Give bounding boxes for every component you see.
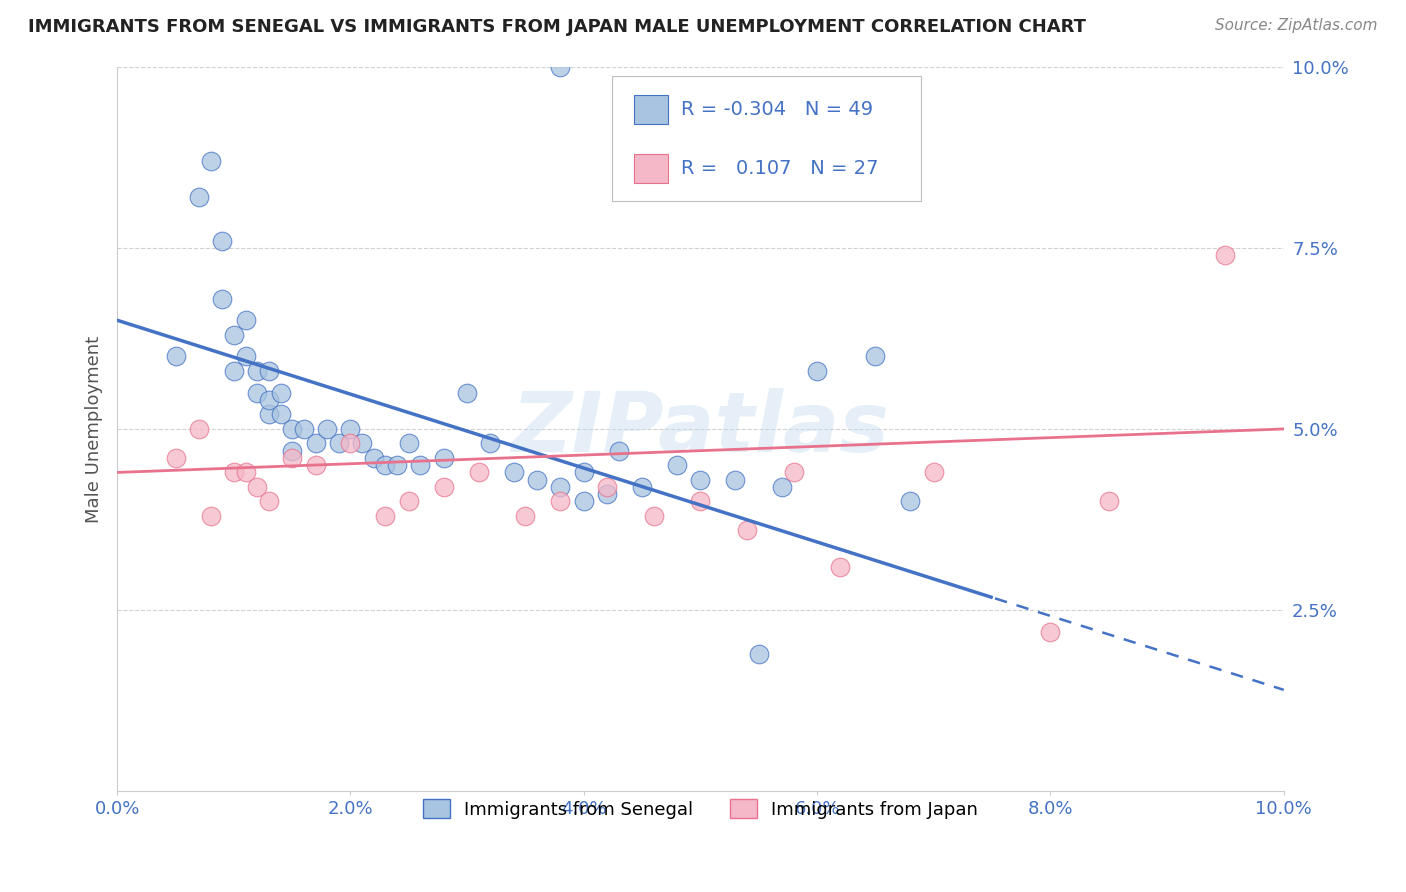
Point <box>456 385 478 400</box>
Point <box>724 473 747 487</box>
Point <box>328 436 350 450</box>
Point <box>235 466 257 480</box>
Point <box>165 350 187 364</box>
Point <box>550 60 572 74</box>
Point <box>735 524 758 538</box>
Point <box>409 458 432 473</box>
Point <box>502 466 524 480</box>
Text: IMMIGRANTS FROM SENEGAL VS IMMIGRANTS FROM JAPAN MALE UNEMPLOYMENT CORRELATION C: IMMIGRANTS FROM SENEGAL VS IMMIGRANTS FR… <box>28 18 1085 36</box>
Point <box>550 480 572 494</box>
Point <box>257 494 280 508</box>
Point <box>246 480 269 494</box>
Point <box>900 494 922 508</box>
Point <box>281 450 304 465</box>
Point <box>257 364 280 378</box>
Point <box>689 494 711 508</box>
Point <box>1098 494 1121 508</box>
Point <box>526 473 548 487</box>
Point <box>783 466 806 480</box>
Point <box>222 364 245 378</box>
Point <box>398 494 420 508</box>
Point <box>222 466 245 480</box>
Point <box>468 466 491 480</box>
Point <box>806 364 828 378</box>
Point <box>748 647 770 661</box>
Point <box>830 559 852 574</box>
Point <box>631 480 654 494</box>
Point <box>433 480 456 494</box>
Point <box>550 494 572 508</box>
Point <box>222 327 245 342</box>
Legend: Immigrants from Senegal, Immigrants from Japan: Immigrants from Senegal, Immigrants from… <box>416 792 986 826</box>
Point <box>398 436 420 450</box>
Point <box>666 458 689 473</box>
Point <box>572 466 595 480</box>
Point <box>922 466 945 480</box>
Point <box>187 190 209 204</box>
Point <box>385 458 408 473</box>
Point <box>257 392 280 407</box>
Point <box>246 385 269 400</box>
Point <box>281 443 304 458</box>
Point <box>211 234 233 248</box>
Point <box>281 422 304 436</box>
Point <box>187 422 209 436</box>
Point <box>865 350 887 364</box>
Point <box>596 480 619 494</box>
Point <box>770 480 793 494</box>
Point <box>1215 248 1237 262</box>
Point <box>246 364 269 378</box>
Point <box>433 450 456 465</box>
Point <box>479 436 502 450</box>
Point <box>200 508 222 523</box>
Point <box>374 458 396 473</box>
Point <box>352 436 374 450</box>
Point <box>292 422 315 436</box>
Text: ZIPatlas: ZIPatlas <box>512 388 890 469</box>
Point <box>1039 624 1062 639</box>
Point <box>596 487 619 501</box>
Point <box>165 450 187 465</box>
Text: Source: ZipAtlas.com: Source: ZipAtlas.com <box>1215 18 1378 33</box>
Point <box>363 450 385 465</box>
Text: R = -0.304   N = 49: R = -0.304 N = 49 <box>681 100 873 120</box>
Point <box>304 436 326 450</box>
Point <box>235 313 257 327</box>
Point <box>339 436 361 450</box>
Point <box>211 292 233 306</box>
Point <box>689 473 711 487</box>
Point <box>316 422 339 436</box>
Point <box>270 385 292 400</box>
Point <box>257 408 280 422</box>
Point <box>200 153 222 168</box>
Point <box>572 494 595 508</box>
Text: R =   0.107   N = 27: R = 0.107 N = 27 <box>681 159 877 178</box>
Point <box>270 408 292 422</box>
Point <box>607 443 630 458</box>
Point <box>304 458 326 473</box>
Point <box>374 508 396 523</box>
Point <box>643 508 665 523</box>
Point <box>235 350 257 364</box>
Y-axis label: Male Unemployment: Male Unemployment <box>86 335 103 523</box>
Point <box>339 422 361 436</box>
Point <box>515 508 537 523</box>
